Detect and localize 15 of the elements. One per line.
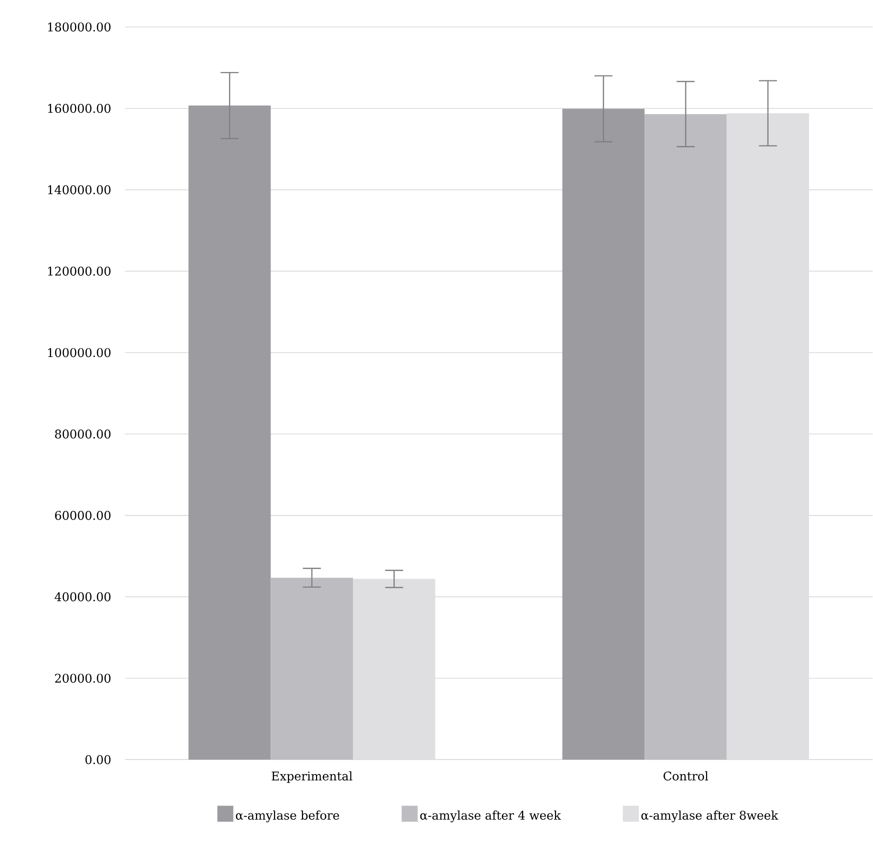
y-tick-label: 100000.00 — [48, 348, 110, 358]
y-tick-label: 60000.00 — [55, 511, 110, 520]
y-tick-label: 40000.00 — [54, 592, 110, 602]
y-tick-label: 20000.00 — [55, 674, 110, 683]
legend-label: α-amylase after 4 week — [420, 810, 561, 822]
y-tick-label: 120000.00 — [48, 266, 110, 276]
x-tick-label: Experimental — [272, 771, 352, 784]
y-tick-label: 80000.00 — [55, 430, 110, 439]
y-tick-label: 0.00 — [85, 755, 111, 764]
y-tick-label: 140000.00 — [48, 185, 110, 195]
legend-label: α-amylase before — [236, 810, 340, 822]
x-tick-label: Control — [664, 771, 708, 781]
y-tick-label: 180000.00 — [48, 22, 110, 32]
y-tick-label: 160000.00 — [48, 104, 110, 114]
legend-label: α-amylase after 8week — [641, 810, 778, 822]
